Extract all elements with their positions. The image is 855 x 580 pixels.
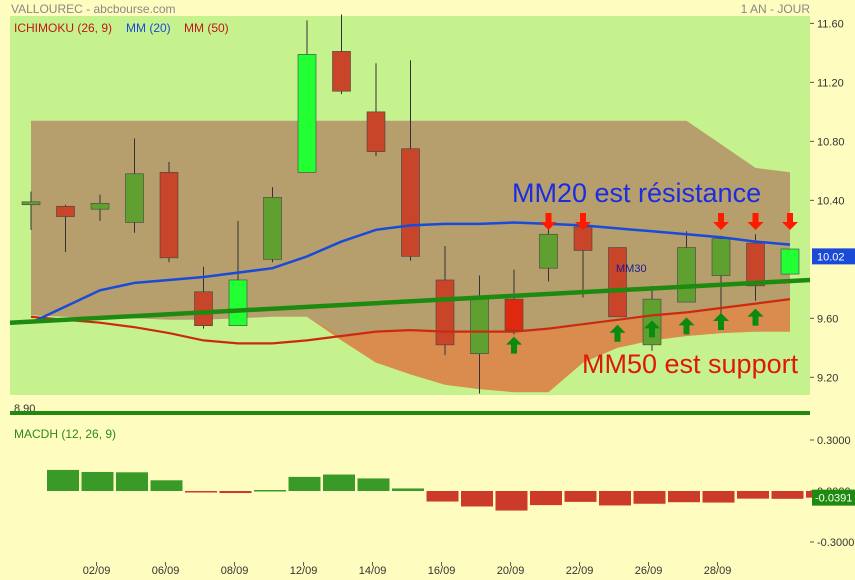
macd-title: MACDH (12, 26, 9) [14, 427, 116, 441]
price-tick-label: 11.20 [817, 77, 844, 89]
legend-ichimoku: ICHIMOKU (26, 9) [14, 21, 112, 35]
support-arrow [506, 336, 522, 354]
price-tick-label: 9.20 [817, 372, 838, 384]
resistance-arrow [540, 213, 557, 230]
candle-body [504, 298, 524, 331]
x-tick-label: 12/09 [290, 565, 318, 577]
resistance-arrow [782, 213, 798, 230]
candle-body [332, 51, 351, 92]
candle-body [366, 111, 386, 152]
resistance-arrow [747, 213, 764, 230]
candle-body [746, 242, 765, 287]
x-tick-label: 14/09 [359, 565, 387, 577]
price-tick-label: 11.60 [817, 18, 844, 30]
candle-body [263, 197, 282, 260]
macd-bar [219, 491, 252, 494]
candle-body [401, 148, 420, 257]
candle-body [228, 279, 248, 326]
candle-body [780, 248, 800, 275]
macd-bar [668, 491, 700, 503]
macd-tick-label: 0.3000 [817, 435, 851, 447]
macd-bar [150, 480, 183, 491]
mm20-line [30, 221, 791, 324]
macd-bar [81, 471, 114, 491]
last-price-value: 10.02 [817, 251, 845, 263]
macd-bar [461, 491, 493, 507]
x-tick-label: 08/09 [221, 565, 249, 577]
macd-tick-label: -0.3000 [817, 537, 854, 549]
macd-bar [702, 491, 735, 503]
support-arrow [747, 308, 764, 326]
candle-body [56, 205, 75, 217]
candle-body [159, 172, 179, 259]
candle-body [573, 226, 593, 251]
macd-bar [495, 491, 528, 511]
candle-body [90, 202, 110, 210]
macd-bar [599, 491, 631, 506]
annotation-resistance: MM20 est résistance [512, 178, 761, 208]
support-arrow [644, 320, 660, 338]
price-tick-label: 9.60 [817, 313, 838, 325]
period-label: 1 AN - JOUR [740, 2, 810, 16]
x-tick-label: 06/09 [152, 565, 180, 577]
x-tick-label: 22/09 [566, 565, 594, 577]
candle-body [125, 173, 144, 223]
macd-bar [633, 491, 666, 504]
mm50-line [30, 298, 791, 345]
panel-separator [10, 411, 810, 415]
annotation-mm30: MM30 [616, 263, 647, 275]
macd-bar [530, 491, 562, 506]
macd-last-badge [812, 489, 855, 506]
price-tick-label: 10.40 [817, 195, 845, 207]
macd-bar [323, 474, 355, 491]
annotation-support: MM50 est support [582, 349, 799, 379]
mm30-line [9, 277, 811, 325]
resistance-arrow [575, 213, 591, 230]
macd-bar [564, 491, 597, 502]
chart-title: VALLOUREC - abcbourse.com [11, 2, 176, 16]
macd-bar [737, 491, 769, 499]
candle-body [608, 247, 627, 318]
candle-body [677, 247, 696, 303]
legend-mm20: MM (20) [126, 21, 171, 35]
macd-bar [392, 488, 424, 491]
candle-body [539, 233, 558, 269]
macd-last-value: -0.0391 [815, 493, 852, 505]
last-price-badge [812, 248, 855, 265]
x-tick-label: 16/09 [428, 565, 456, 577]
price-tick-label: 10.80 [817, 136, 845, 148]
macd-bar [116, 472, 148, 491]
candle-body [21, 201, 41, 206]
candle-body [711, 238, 731, 276]
support-arrow [713, 312, 729, 330]
macd-bar [771, 491, 804, 499]
macd-bar [357, 478, 390, 491]
x-tick-label: 02/09 [83, 565, 111, 577]
support-arrow [609, 324, 626, 342]
candle-body [194, 291, 213, 326]
candle-body [470, 298, 489, 355]
macd-bar [254, 489, 286, 492]
macd-bar [288, 476, 321, 491]
macd-bar [426, 491, 459, 502]
x-tick-label: 28/09 [704, 565, 732, 577]
candle-body [435, 279, 455, 346]
legend-mm50: MM (50) [184, 21, 229, 35]
x-tick-label: 20/09 [497, 565, 525, 577]
support-arrow [678, 317, 695, 335]
macd-bar [185, 491, 217, 493]
x-tick-label: 26/09 [635, 565, 663, 577]
resistance-arrow [713, 213, 729, 230]
candle-body [297, 54, 317, 173]
macd-bar [47, 469, 79, 491]
